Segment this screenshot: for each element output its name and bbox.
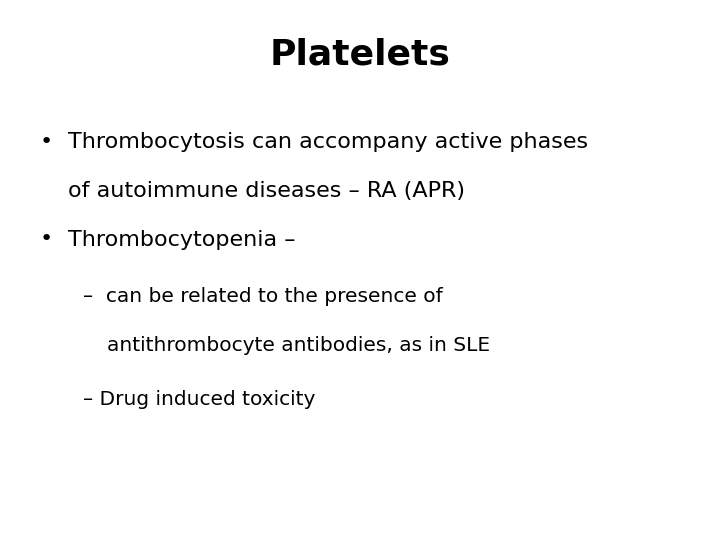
Text: •: • [40, 132, 53, 152]
Text: Thrombocytopenia –: Thrombocytopenia – [68, 230, 296, 249]
Text: of autoimmune diseases – RA (APR): of autoimmune diseases – RA (APR) [68, 181, 465, 201]
Text: Platelets: Platelets [269, 38, 451, 72]
Text: •: • [40, 230, 53, 249]
Text: – Drug induced toxicity: – Drug induced toxicity [83, 390, 315, 409]
Text: Thrombocytosis can accompany active phases: Thrombocytosis can accompany active phas… [68, 132, 588, 152]
Text: antithrombocyte antibodies, as in SLE: antithrombocyte antibodies, as in SLE [107, 336, 490, 355]
Text: –  can be related to the presence of: – can be related to the presence of [83, 287, 443, 306]
